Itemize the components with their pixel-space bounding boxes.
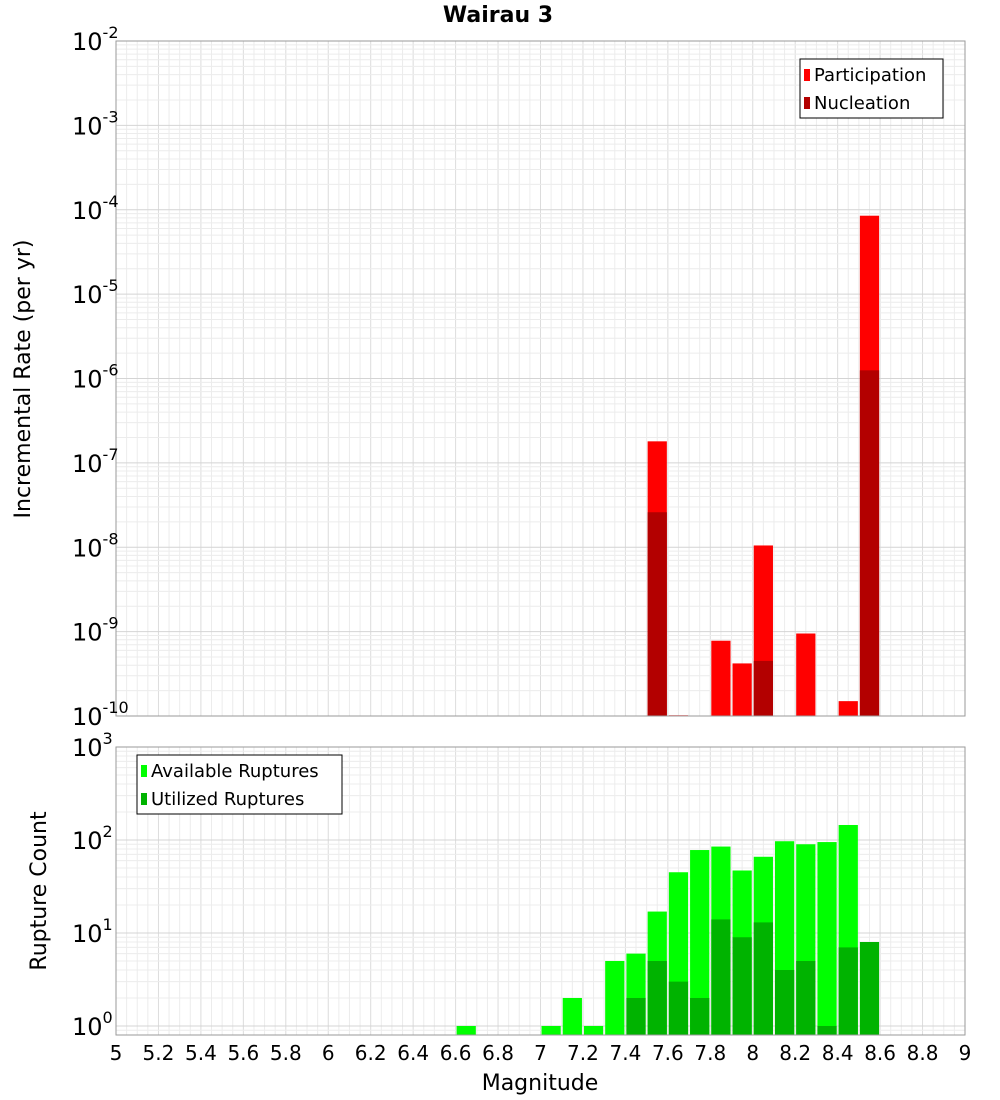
legend-label: Available Ruptures (151, 761, 319, 782)
y-tick-label: 10-3 (72, 107, 119, 140)
bar-participation (796, 633, 816, 716)
y-tick-label: 10-9 (72, 614, 119, 647)
legend-box (799, 58, 944, 119)
x-tick-label: 8 (746, 1041, 759, 1065)
bar-participation (732, 663, 752, 716)
x-tick-label: 8.8 (907, 1041, 939, 1065)
bar-utilized-ruptures (711, 919, 731, 1035)
x-tick-label: 7.4 (609, 1041, 641, 1065)
bar-available-ruptures (690, 850, 710, 1035)
legend-label: Utilized Ruptures (151, 789, 304, 810)
chart-title: Wairau 3 (443, 3, 553, 28)
bar-available-ruptures (562, 997, 582, 1035)
x-tick-label: 5.8 (270, 1041, 302, 1065)
bar-nucleation (753, 660, 773, 716)
bar-nucleation (859, 370, 880, 716)
x-tick-label: 6.2 (355, 1041, 387, 1065)
x-tick-label: 5.6 (227, 1041, 259, 1065)
bar-utilized-ruptures (859, 942, 880, 1035)
bar-utilized-ruptures (668, 981, 689, 1035)
y-tick-label: 10-8 (72, 529, 119, 562)
bar-utilized-ruptures (647, 960, 667, 1035)
count-panel: 103 102 101 100 Rupture Count Available Ruptu… (27, 729, 971, 1096)
bar-available-ruptures (583, 1025, 604, 1035)
y-tick-label: 10-5 (72, 276, 119, 309)
bar-nucleation (647, 512, 667, 716)
x-tick-label: 8.6 (864, 1041, 896, 1065)
y-axis-label: Rupture Count (27, 811, 52, 971)
bar-utilized-ruptures (838, 947, 858, 1035)
x-tick-label: 8.4 (822, 1041, 854, 1065)
y-tick-label: 100 (72, 1008, 113, 1041)
legend-swatch (804, 97, 810, 109)
x-tick-label: 5.4 (185, 1041, 217, 1065)
legend-swatch (141, 793, 147, 805)
legend-swatch (804, 69, 810, 81)
x-tick-label: 5.2 (143, 1041, 175, 1065)
bar-available-ruptures (605, 960, 625, 1035)
bar-utilized-ruptures (774, 969, 795, 1035)
x-tick-label: 6.8 (482, 1041, 514, 1065)
y-tick-label: 103 (72, 729, 113, 762)
plot-frame (115, 746, 966, 1036)
x-tick-label: 7.8 (694, 1041, 726, 1065)
y-tick-label: 102 (72, 822, 113, 855)
x-tick-label: 6.4 (397, 1041, 429, 1065)
bar-participation (711, 640, 731, 716)
bar-utilized-ruptures (796, 960, 816, 1035)
x-tick-label: 6.6 (440, 1041, 472, 1065)
x-tick-label: 7.6 (652, 1041, 684, 1065)
x-tick-label: 9 (959, 1041, 972, 1065)
bar-participation (838, 701, 858, 716)
rate-panel: 10-2 10-3 10-4 10-5 10-6 10-7 10-8 10-9 10-10 Inc… (11, 23, 966, 731)
legend-swatch (141, 765, 147, 777)
legend-label: Nucleation (814, 93, 910, 114)
legend-label: Participation (814, 65, 926, 86)
y-tick-label: 101 (72, 915, 113, 948)
y-tick-label: 10-6 (72, 361, 119, 394)
legend-box (136, 754, 343, 815)
y-tick-label: 10-2 (72, 23, 119, 56)
y-tick-label: 10-7 (72, 445, 119, 478)
bar-available-ruptures (456, 1025, 476, 1035)
bar-utilized-ruptures (753, 922, 773, 1035)
y-axis-label: Incremental Rate (per yr) (11, 240, 36, 519)
y-tick-label: 10-10 (72, 698, 129, 731)
y-tick-label: 10-4 (72, 192, 119, 225)
legend: Participation Nucleation (799, 58, 944, 119)
legend: Available Ruptures Utilized Ruptures (136, 754, 343, 815)
bar-utilized-ruptures (817, 1025, 837, 1035)
x-tick-label: 5 (110, 1041, 123, 1065)
bar-available-ruptures (541, 1025, 561, 1035)
x-tick-label: 7.2 (567, 1041, 599, 1065)
plot-frame (115, 40, 966, 717)
x-tick-label: 6 (322, 1041, 335, 1065)
x-tick-label: 7 (534, 1041, 547, 1065)
x-axis-label: Magnitude (482, 1071, 599, 1096)
x-tick-label: 8.2 (779, 1041, 811, 1065)
bar-available-ruptures (817, 842, 837, 1035)
bar-utilized-ruptures (732, 937, 752, 1035)
bar-utilized-ruptures (626, 997, 646, 1035)
bar-utilized-ruptures (690, 997, 710, 1035)
